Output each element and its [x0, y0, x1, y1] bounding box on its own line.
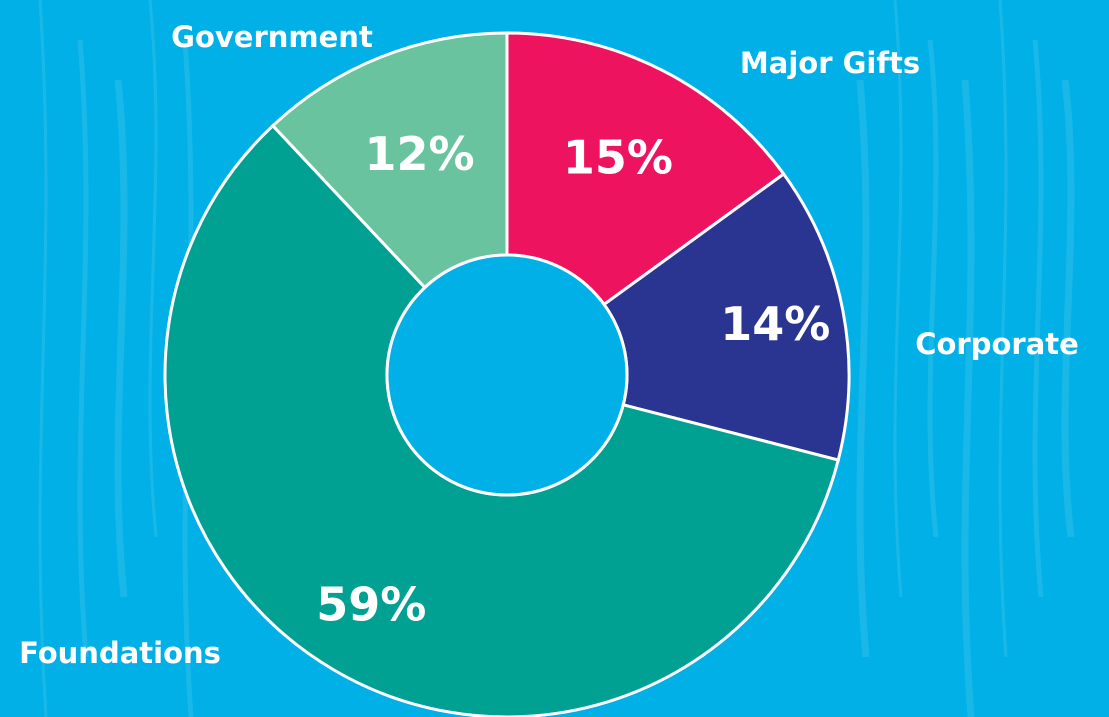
value-labels: 15% 14% 59% 12%: [316, 127, 830, 631]
category-label: Corporate: [915, 327, 1079, 361]
background-stroke: [38, 0, 48, 717]
background-stroke: [893, 0, 903, 598]
background-stroke: [114, 79, 128, 598]
category-label: Major Gifts: [740, 46, 920, 80]
value-label: 59%: [316, 577, 426, 631]
category-labels: Major Gifts Corporate Foundations Governmen…: [19, 20, 1079, 670]
background-stroke: [148, 0, 158, 538]
center-hole: [385, 253, 629, 497]
category-label: Foundations: [19, 636, 221, 670]
background-stroke: [856, 79, 870, 658]
value-label: 14%: [720, 297, 830, 351]
value-label: 15%: [563, 130, 673, 184]
background-stroke: [77, 39, 89, 658]
category-label: Government: [171, 20, 373, 54]
background-stroke: [998, 0, 1008, 658]
background-stroke: [961, 79, 975, 717]
background-stroke: [927, 39, 939, 538]
background-stroke: [1061, 79, 1075, 538]
value-label: 12%: [364, 127, 474, 181]
background-stroke: [1032, 39, 1044, 598]
